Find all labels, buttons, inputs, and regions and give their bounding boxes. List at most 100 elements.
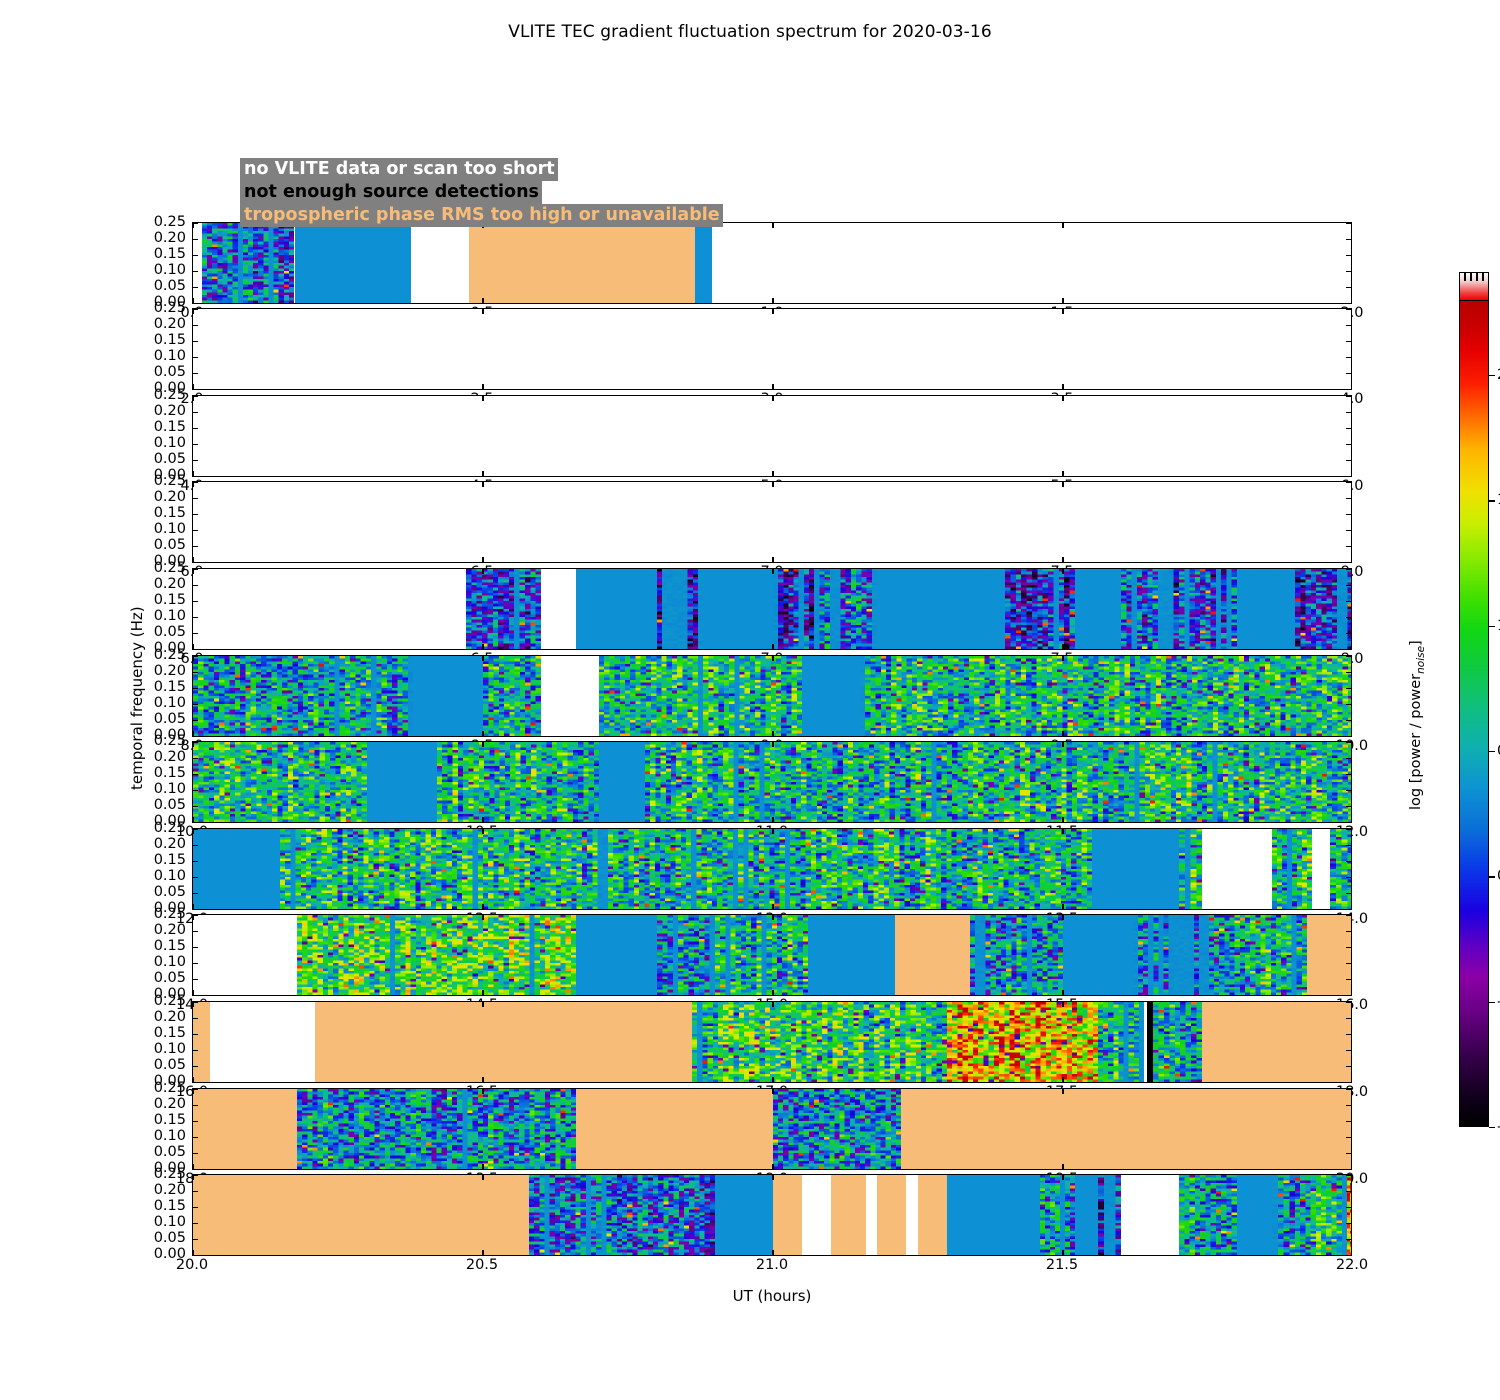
- x-tick-mark: [193, 1175, 194, 1181]
- panel-plot-area: [193, 395, 1351, 476]
- y-tick-mark: [1346, 703, 1351, 705]
- x-tick-mark: [1062, 1088, 1064, 1094]
- y-tick-label: 0.25: [153, 733, 186, 750]
- spectrogram-block: [715, 915, 808, 996]
- colorbar-label-subscript: noise: [1414, 645, 1427, 674]
- spectrogram-block: [599, 655, 802, 736]
- y-tick-label: 0.25: [153, 819, 186, 836]
- segment-flat-blue: [1092, 828, 1179, 909]
- y-tick-mark: [193, 309, 198, 311]
- spectrogram-block: [1271, 1175, 1295, 1256]
- y-tick-label: 0.15: [153, 1198, 186, 1215]
- y-tick-mark: [193, 915, 198, 917]
- x-axis-label: UT (hours): [732, 1287, 812, 1305]
- y-tick-label: 0.10: [153, 521, 186, 538]
- y-tick-label: 0.15: [153, 851, 186, 868]
- y-tick-label: 0.00: [153, 293, 186, 310]
- x-tick-mark: [193, 1076, 194, 1082]
- y-tick-label: 0.20: [153, 1182, 186, 1199]
- x-tick-mark: [482, 395, 484, 401]
- x-tick-mark: [1062, 470, 1064, 476]
- y-tick-mark: [1346, 1152, 1351, 1154]
- y-tick-mark: [193, 238, 198, 240]
- y-tick-mark: [1346, 790, 1351, 792]
- segment-flat-blue: [947, 1175, 1040, 1256]
- segment-white: [1312, 828, 1330, 909]
- x-tick-mark: [482, 1001, 484, 1007]
- panel-row-1: [192, 221, 1352, 304]
- y-tick-label: 0.10: [153, 1214, 186, 1231]
- y-tick-mark: [193, 476, 198, 477]
- colorbar-tick-label: 1.5: [1497, 492, 1500, 508]
- segment-white: [210, 1001, 315, 1082]
- y-tick-mark: [1346, 1001, 1351, 1004]
- x-tick-mark: [193, 643, 194, 649]
- colorbar-tick-mark: [1489, 1127, 1495, 1129]
- y-tick-label: 0.15: [153, 1111, 186, 1128]
- y-tick-mark: [1346, 395, 1351, 397]
- spectrogram-block: [297, 915, 576, 996]
- segment-flat-blue: [294, 222, 411, 303]
- segment-white: [712, 222, 1351, 303]
- panel-plot-area: [193, 309, 1351, 390]
- x-tick-label: 20.0: [175, 1257, 209, 1274]
- y-tick-label: 0.25: [153, 213, 186, 230]
- y-tick-label: 0.10: [153, 1040, 186, 1057]
- x-tick-mark: [1062, 915, 1064, 921]
- x-tick-mark: [482, 903, 484, 909]
- y-tick-label: 0.10: [153, 867, 186, 884]
- y-tick-mark: [193, 860, 198, 862]
- x-tick-mark: [482, 643, 484, 649]
- x-tick-mark: [772, 1163, 774, 1169]
- colorbar-hatch-mark: [1470, 273, 1472, 281]
- x-tick-mark: [772, 297, 774, 303]
- spectrogram-block: [1295, 568, 1351, 649]
- x-tick-label: 21.0: [755, 1257, 789, 1274]
- segment-flat-blue: [413, 655, 483, 736]
- y-tick-label: 0.25: [153, 992, 186, 1009]
- y-tick-mark: [193, 844, 198, 846]
- y-tick-mark: [1346, 325, 1351, 327]
- x-tick-mark: [1062, 1001, 1064, 1007]
- segment-orange: [575, 1088, 773, 1169]
- y-tick-mark: [1346, 719, 1351, 721]
- x-tick-mark: [482, 915, 484, 921]
- y-tick-label: 0.25: [153, 300, 186, 317]
- y-tick-mark: [193, 1033, 198, 1036]
- y-tick-label: 0.15: [153, 591, 186, 608]
- spectrogram-block: [1039, 1175, 1075, 1256]
- y-tick-mark: [193, 1136, 198, 1138]
- spectrogram-block: [1005, 568, 1075, 649]
- y-tick-mark: [1346, 1136, 1351, 1138]
- y-tick-mark: [1346, 238, 1351, 240]
- y-tick-mark: [1346, 373, 1351, 375]
- segment-flat-blue: [1237, 1175, 1272, 1256]
- y-tick-mark: [1346, 530, 1351, 532]
- segment-flat-blue: [694, 222, 713, 303]
- y-tick-mark: [1346, 286, 1351, 288]
- colorbar-hatch-mark: [1476, 273, 1478, 281]
- y-axis-label: temporal frequency (Hz): [128, 606, 146, 790]
- y-tick-label: 0.20: [153, 1095, 186, 1112]
- y-tick-mark: [1346, 389, 1351, 390]
- y-tick-labels: 0.00 0.05 0.10 0.15 0.20 0.25: [140, 734, 186, 829]
- y-tick-labels: 0.00 0.05 0.10 0.15 0.20 0.25: [140, 1167, 186, 1262]
- y-tick-label: 0.10: [153, 434, 186, 451]
- colorbar-tick-mark: [1489, 500, 1495, 502]
- y-tick-mark: [1346, 806, 1351, 808]
- segment-flat-blue: [1074, 568, 1121, 649]
- x-tick-mark: [772, 395, 774, 401]
- y-tick-label: 0.20: [153, 1008, 186, 1025]
- y-tick-mark: [193, 443, 198, 445]
- x-tick-mark: [482, 730, 484, 736]
- y-tick-mark: [1346, 632, 1351, 635]
- y-tick-mark: [1346, 357, 1351, 359]
- segment-flat-blue: [1237, 568, 1295, 649]
- y-tick-label: 0.05: [153, 1056, 186, 1073]
- x-tick-mark: [1062, 482, 1064, 488]
- y-tick-mark: [193, 790, 198, 792]
- y-tick-mark: [1346, 546, 1351, 548]
- x-tick-mark: [772, 309, 774, 315]
- y-tick-label: 0.10: [153, 954, 186, 971]
- y-tick-mark: [193, 822, 198, 823]
